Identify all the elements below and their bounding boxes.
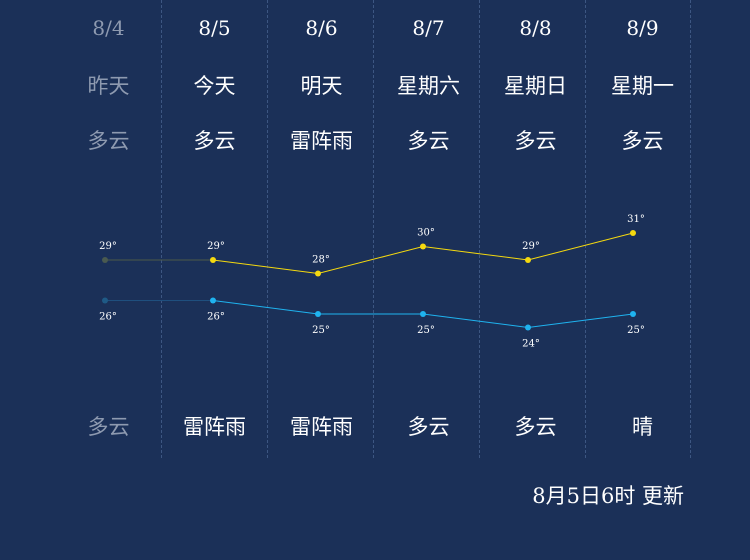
series-0-point-4 <box>525 257 531 263</box>
day-column-0: 8/4 昨天 多云 多云 <box>55 0 162 460</box>
night-condition: 多云 <box>407 415 450 439</box>
series-0-label-5: 31° <box>627 214 645 225</box>
series-0-label-4: 29° <box>522 241 540 252</box>
series-1-point-1 <box>210 297 216 304</box>
day-column-2: 8/6 明天 雷阵雨 雷阵雨 <box>268 0 375 460</box>
series-1-label-0: 26° <box>99 312 117 323</box>
day-column-1: 8/5 今天 多云 雷阵雨 <box>161 0 268 460</box>
column-divider <box>161 0 162 458</box>
day-condition: 雷阵雨 <box>290 129 353 153</box>
day-condition: 多云 <box>193 129 236 153</box>
night-condition: 雷阵雨 <box>290 415 353 439</box>
series-1-label-3: 25° <box>417 325 435 336</box>
update-time: 8月5日6时 更新 <box>532 484 684 508</box>
day-label: 星期一 <box>611 74 674 98</box>
day-label: 星期日 <box>504 74 567 98</box>
series-0-line <box>212 232 634 275</box>
day-label: 星期六 <box>397 74 460 98</box>
day-condition: 多云 <box>407 129 450 153</box>
series-1-point-4 <box>525 324 531 331</box>
series-1-point-5 <box>630 311 636 317</box>
day-date: 8/5 <box>198 16 231 40</box>
series-1-label-2: 25° <box>312 325 330 336</box>
day-date: 8/4 <box>92 16 125 40</box>
day-condition: 多云 <box>621 129 664 153</box>
day-condition: 多云 <box>514 129 557 153</box>
series-0-label-3: 30° <box>417 228 435 239</box>
column-divider <box>479 0 480 458</box>
column-divider <box>267 0 268 458</box>
day-column-4: 8/8 星期日 多云 多云 <box>482 0 589 460</box>
day-date: 8/7 <box>412 16 445 40</box>
series-1-point-2 <box>315 311 321 317</box>
day-label: 今天 <box>193 74 236 98</box>
column-divider <box>373 0 374 458</box>
temperature-chart: 29° 29° 28° 30° 29° 31° 26° 26° 25° 25° 24° 25° <box>99 214 645 350</box>
day-label: 昨天 <box>87 74 130 98</box>
series-0-label-0: 29° <box>99 241 117 252</box>
series-0-point-1 <box>210 257 216 263</box>
series-0-point-5 <box>630 230 636 236</box>
day-date: 8/8 <box>519 16 552 40</box>
column-divider <box>585 0 586 458</box>
series-1-point-0 <box>102 297 108 304</box>
series-0-label-2: 28° <box>312 255 330 266</box>
day-condition: 多云 <box>87 129 130 153</box>
night-condition: 雷阵雨 <box>183 415 246 439</box>
night-condition: 多云 <box>87 415 130 439</box>
series-0-point-3 <box>420 243 426 250</box>
series-1-label-5: 25° <box>627 325 645 336</box>
night-condition: 晴 <box>632 415 653 439</box>
night-condition: 多云 <box>514 415 557 439</box>
series-0-point-0 <box>102 257 108 263</box>
day-column-5: 8/9 星期一 多云 晴 <box>589 0 696 460</box>
day-date: 8/9 <box>626 16 659 40</box>
day-date: 8/6 <box>305 16 338 40</box>
day-column-3: 8/7 星期六 多云 多云 <box>375 0 482 460</box>
day-label: 明天 <box>300 74 343 98</box>
column-divider <box>690 0 691 458</box>
series-1-point-3 <box>420 311 426 317</box>
series-0-label-1: 29° <box>207 241 225 252</box>
series-0-point-2 <box>315 270 321 277</box>
series-1-label-1: 26° <box>207 312 225 323</box>
series-1-label-4: 24° <box>522 339 540 350</box>
